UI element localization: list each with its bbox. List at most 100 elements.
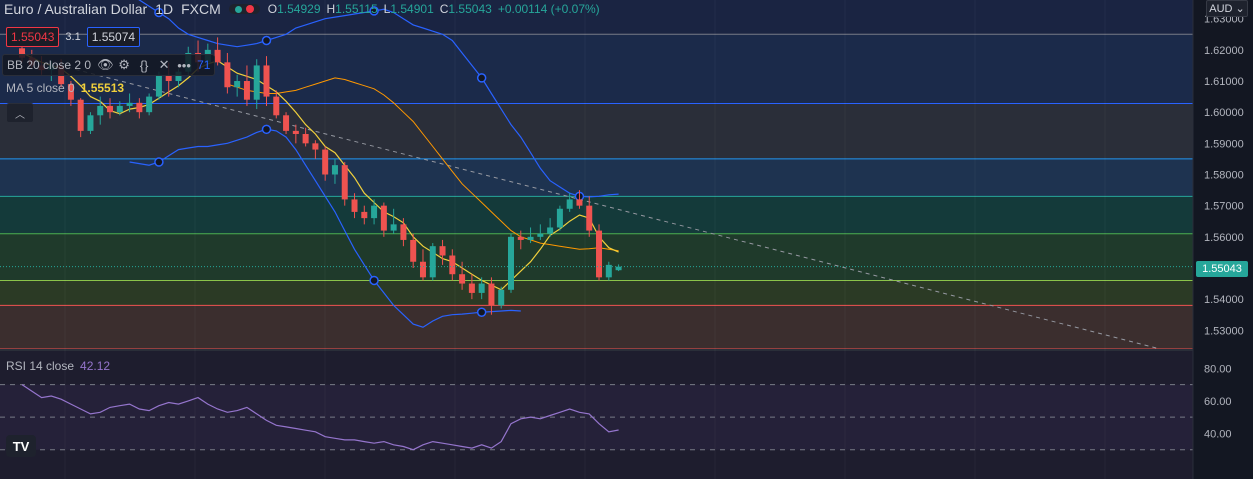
rsi-background: [0, 349, 1193, 479]
candle[interactable]: [586, 196, 593, 237]
candle[interactable]: [410, 233, 417, 268]
candle-body: [292, 130, 299, 134]
price-axis[interactable]: 1.630001.620001.610001.600001.590001.580…: [1192, 0, 1253, 479]
candle[interactable]: [136, 98, 143, 119]
candle[interactable]: [292, 124, 299, 144]
bollinger-bands: [129, 0, 619, 328]
candle[interactable]: [380, 202, 387, 237]
candle[interactable]: [371, 199, 378, 225]
bb-marker: [261, 35, 272, 46]
candle[interactable]: [273, 90, 280, 119]
tradingview-logo[interactable]: TV: [6, 435, 36, 457]
candle[interactable]: [605, 261, 612, 281]
sell-button[interactable]: 1.55043: [6, 27, 60, 47]
candle[interactable]: [253, 59, 260, 110]
candle-body: [136, 102, 143, 113]
high-label: H: [326, 2, 336, 16]
candle[interactable]: [400, 218, 407, 247]
candle-body: [224, 62, 231, 88]
collapse-legend-button[interactable]: ︿: [6, 103, 34, 123]
candle[interactable]: [302, 127, 309, 147]
candle[interactable]: [341, 162, 348, 206]
candle[interactable]: [615, 264, 622, 272]
candle[interactable]: [547, 218, 554, 237]
candle[interactable]: [576, 190, 583, 209]
exchange-label: FXCM: [181, 1, 221, 17]
market-status-pill[interactable]: [228, 4, 260, 14]
candle-body: [508, 236, 514, 290]
interval-label[interactable]: 1D: [155, 1, 174, 17]
symbol-name[interactable]: Euro / Australian Dollar: [4, 1, 148, 17]
price-tick-label: 1.57000: [1204, 201, 1244, 213]
candle-body: [273, 96, 280, 116]
candle[interactable]: [224, 52, 231, 94]
candle[interactable]: [508, 233, 514, 293]
eye-icon[interactable]: 👁: [97, 57, 114, 72]
candle[interactable]: [234, 74, 241, 97]
candle[interactable]: [155, 71, 162, 100]
candle[interactable]: [596, 224, 603, 281]
candle[interactable]: [556, 205, 563, 231]
fib-zone: [0, 0, 1193, 35]
candle[interactable]: [361, 205, 368, 225]
candle-body: [234, 81, 241, 88]
candle[interactable]: [214, 37, 221, 66]
price-tick-label: 1.60000: [1204, 107, 1244, 119]
candle[interactable]: [67, 81, 74, 106]
more-icon[interactable]: •••: [177, 57, 191, 73]
ma-indicator-legend[interactable]: MA 5 close 0 1.55513: [6, 81, 124, 95]
close-icon[interactable]: ✕: [158, 57, 170, 72]
candle[interactable]: [312, 140, 319, 159]
candle[interactable]: [390, 208, 397, 234]
candle-body: [556, 208, 563, 228]
trend-line-segment[interactable]: [59, 64, 1161, 350]
candle[interactable]: [243, 65, 250, 106]
currency-dropdown[interactable]: AUD ⌄: [1206, 0, 1248, 17]
candle[interactable]: [283, 112, 290, 134]
candle[interactable]: [449, 249, 456, 281]
rsi-pane: [0, 384, 1193, 451]
candle-body: [253, 65, 260, 100]
candle[interactable]: [107, 98, 114, 119]
candle[interactable]: [468, 274, 475, 300]
rsi-indicator-legend[interactable]: RSI 14 close 42.12: [6, 359, 110, 373]
candle-body: [146, 96, 153, 113]
ma-line: [21, 52, 619, 291]
candle[interactable]: [322, 146, 329, 181]
candle[interactable]: [478, 277, 485, 300]
candle[interactable]: [527, 227, 534, 244]
candle[interactable]: [351, 193, 358, 219]
candle[interactable]: [537, 224, 544, 240]
trend-line[interactable]: [59, 64, 1161, 350]
candle[interactable]: [429, 243, 436, 281]
candle[interactable]: [498, 286, 505, 309]
candle-body: [371, 205, 378, 219]
candle[interactable]: [116, 101, 123, 116]
rsi-tick-label: 40.00: [1204, 428, 1232, 440]
ma-indicator-value: 1.55513: [80, 81, 125, 95]
buy-button[interactable]: 1.55074: [86, 27, 141, 47]
candle[interactable]: [146, 93, 153, 116]
close-value: 1.55043: [448, 2, 492, 16]
candle[interactable]: [439, 239, 446, 265]
candle[interactable]: [263, 56, 270, 106]
candlestick-series[interactable]: [0, 37, 1193, 315]
braces-icon[interactable]: {}: [139, 57, 149, 73]
candle[interactable]: [419, 249, 426, 281]
candle[interactable]: [97, 96, 104, 125]
candle[interactable]: [488, 277, 495, 315]
candle[interactable]: [126, 93, 133, 113]
gear-icon[interactable]: ⚙: [118, 57, 130, 72]
candle-body: [116, 105, 123, 113]
candle[interactable]: [77, 98, 84, 138]
rsi-tick-label: 60.00: [1204, 396, 1232, 408]
candle[interactable]: [331, 158, 338, 184]
candle[interactable]: [87, 112, 94, 134]
candle[interactable]: [517, 230, 524, 250]
candle[interactable]: [566, 193, 573, 212]
bb-indicator-legend[interactable]: BB 20 close 2 0 👁 ⚙ {} ✕ ••• 71: [2, 54, 216, 76]
candle-body: [498, 289, 505, 306]
bb-marker: [476, 73, 487, 83]
rsi-line: [21, 384, 619, 451]
